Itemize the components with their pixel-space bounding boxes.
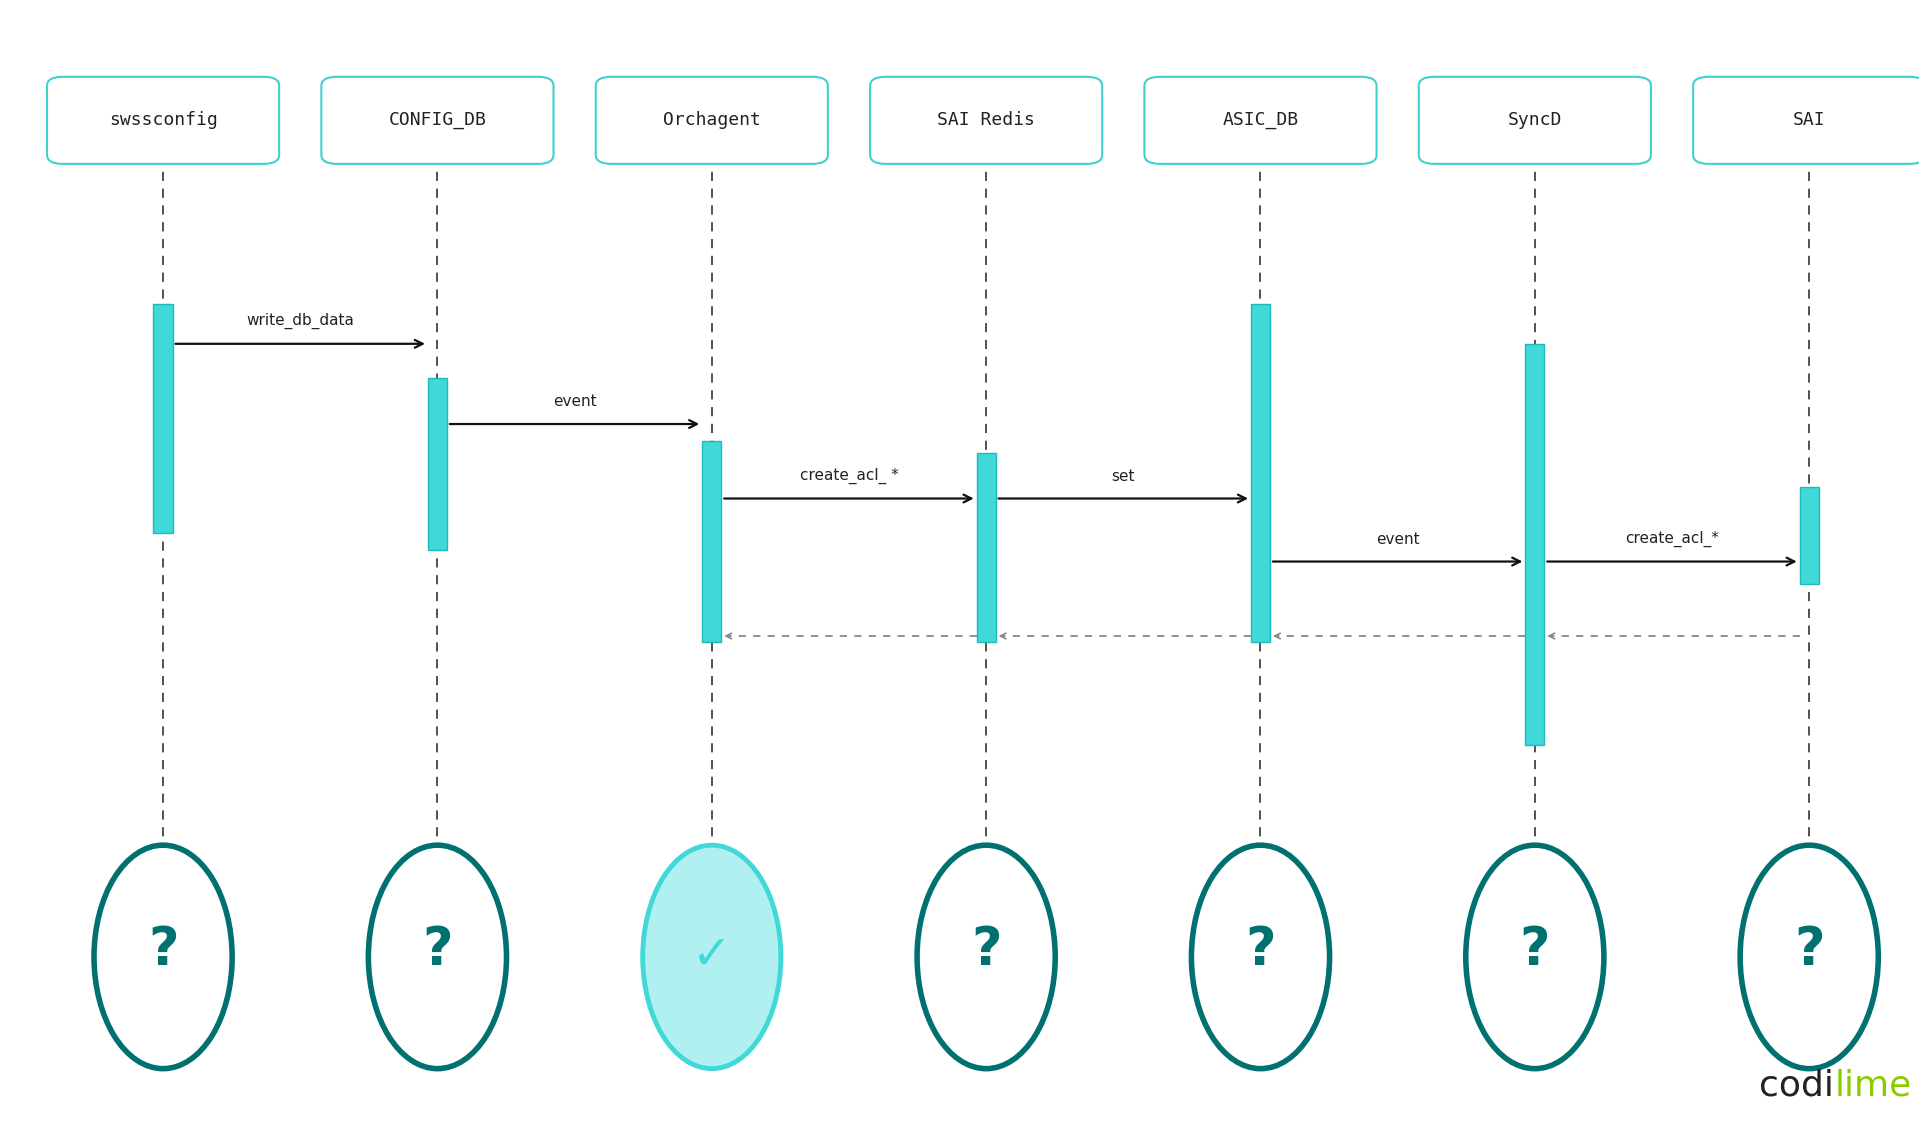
Text: ?: ? (971, 924, 1002, 976)
Text: set: set (1112, 469, 1135, 484)
Ellipse shape (1191, 845, 1330, 1068)
Bar (703, 441, 722, 642)
Text: Orchagent: Orchagent (662, 111, 760, 129)
FancyBboxPatch shape (870, 77, 1102, 164)
Text: codi: codi (1760, 1068, 1834, 1102)
Text: ASIC_DB: ASIC_DB (1222, 111, 1299, 129)
Ellipse shape (369, 845, 506, 1068)
Ellipse shape (917, 845, 1056, 1068)
Text: CONFIG_DB: CONFIG_DB (388, 111, 486, 129)
Text: SAI: SAI (1793, 111, 1826, 129)
Bar (1251, 304, 1270, 642)
Bar (154, 304, 172, 533)
Bar (977, 453, 996, 642)
Bar (1525, 344, 1544, 745)
Ellipse shape (95, 845, 232, 1068)
Ellipse shape (1741, 845, 1878, 1068)
Text: write_db_data: write_db_data (247, 313, 355, 329)
Text: SyncD: SyncD (1507, 111, 1561, 129)
Text: swssconfig: swssconfig (108, 111, 218, 129)
Text: ?: ? (1519, 924, 1550, 976)
Text: create_acl_*: create_acl_* (1625, 531, 1720, 547)
Text: event: event (552, 394, 596, 409)
Ellipse shape (1465, 845, 1604, 1068)
FancyBboxPatch shape (1419, 77, 1650, 164)
FancyBboxPatch shape (1144, 77, 1376, 164)
Text: ?: ? (149, 924, 178, 976)
Text: ?: ? (1245, 924, 1276, 976)
Text: ?: ? (1795, 924, 1824, 976)
FancyBboxPatch shape (596, 77, 828, 164)
FancyBboxPatch shape (1693, 77, 1926, 164)
Bar (428, 378, 448, 550)
Text: event: event (1376, 532, 1419, 547)
FancyBboxPatch shape (46, 77, 280, 164)
FancyBboxPatch shape (322, 77, 554, 164)
Text: create_acl_ *: create_acl_ * (799, 468, 897, 484)
Text: SAI Redis: SAI Redis (938, 111, 1034, 129)
Text: ?: ? (423, 924, 454, 976)
Ellipse shape (643, 845, 782, 1068)
Text: ✓: ✓ (693, 934, 731, 980)
Bar (1799, 487, 1818, 584)
Text: lime: lime (1834, 1068, 1911, 1102)
